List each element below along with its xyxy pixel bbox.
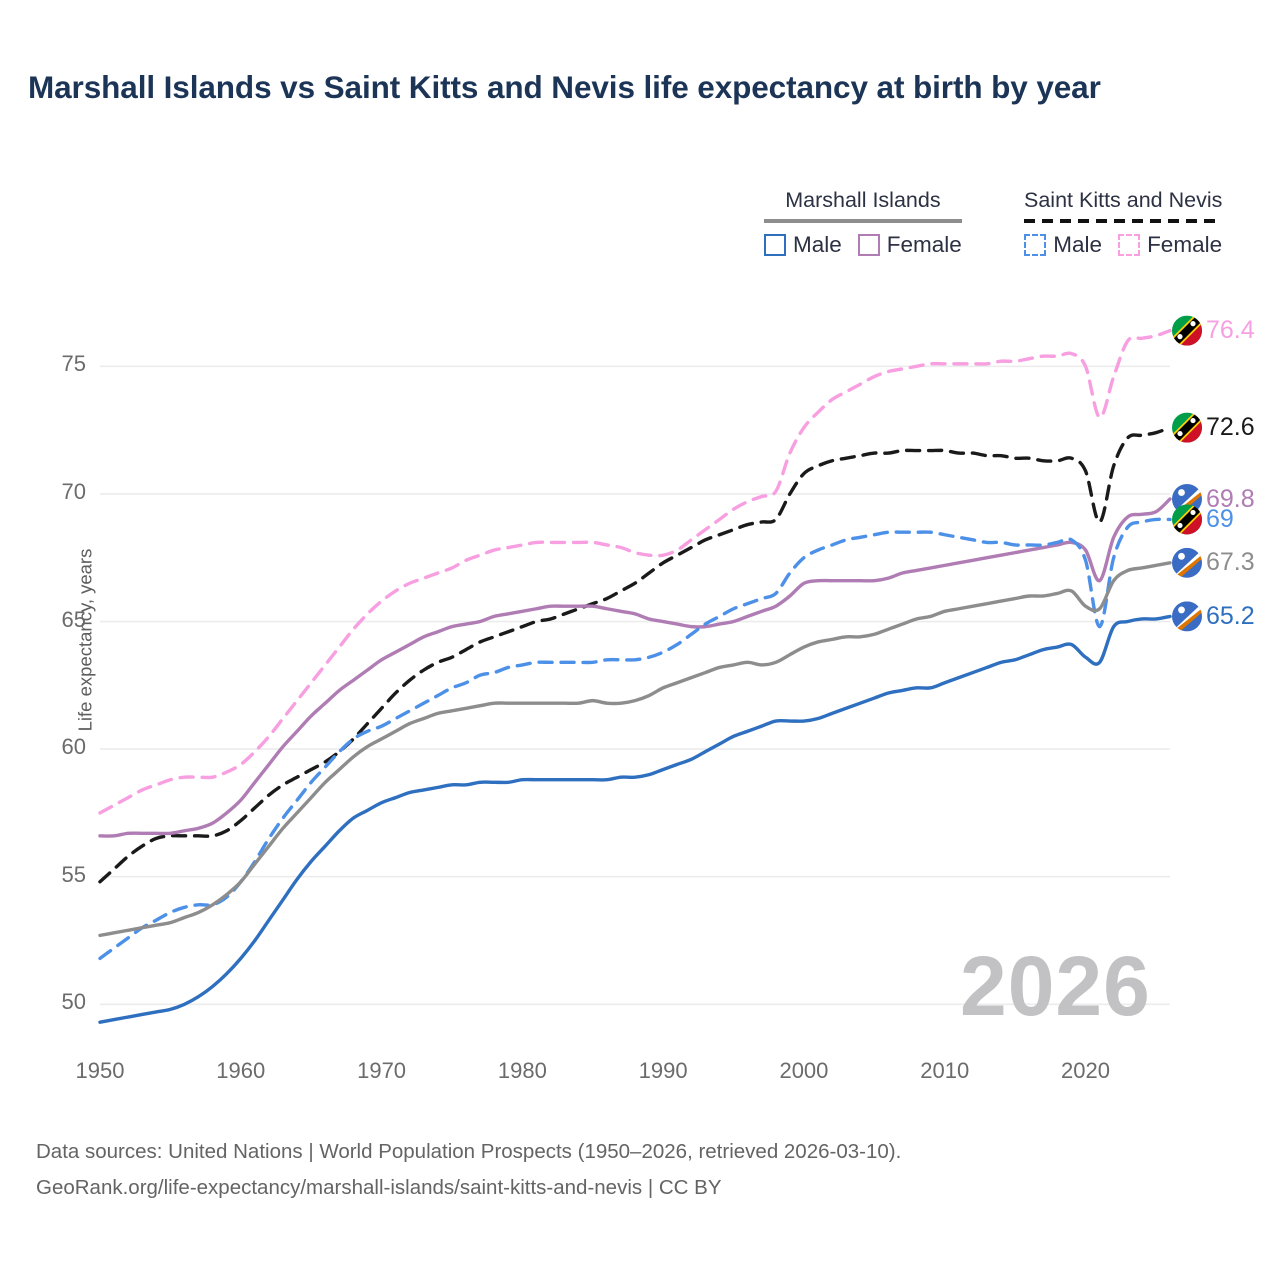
series-line	[98, 425, 1172, 884]
flag-icon-mhl	[1172, 547, 1202, 578]
x-axis-tick-label: 2020	[1061, 1058, 1110, 1083]
end-value-label: 65.2	[1206, 599, 1255, 633]
page-title: Marshall Islands vs Saint Kitts and Nevi…	[28, 69, 1101, 105]
y-axis-tick-label: 65	[61, 606, 86, 632]
end-flag-markers	[1172, 315, 1202, 632]
series-line	[98, 561, 1172, 938]
legend-item-label: Female	[1147, 232, 1223, 257]
legend-item-skn-female[interactable]: Female	[1118, 232, 1222, 258]
end-value-text: 69	[1206, 504, 1234, 533]
y-axis-tick-label: 75	[61, 351, 86, 377]
end-value-text: 72.6	[1206, 413, 1255, 442]
y-axis-tick-label: 60	[61, 734, 86, 760]
x-axis-tick-label: 1970	[357, 1058, 407, 1083]
flag-icon-skn	[1172, 412, 1202, 443]
legend-item-label: Male	[793, 232, 842, 257]
x-axis-tick-label: 2000	[779, 1058, 829, 1083]
x-axis-tick-label: 1960	[216, 1058, 266, 1083]
end-value-label: 69	[1206, 502, 1234, 536]
x-axis-tick-label: 2010	[920, 1058, 970, 1083]
flag-icon-skn	[1172, 504, 1202, 535]
legend-item-label: Male	[1053, 232, 1103, 257]
legend-rule-solid	[764, 219, 962, 223]
end-value-label: 72.6	[1206, 411, 1255, 445]
x-axis-tick-label: 1990	[638, 1058, 688, 1083]
end-value-text: 65.2	[1206, 601, 1255, 630]
series-lines	[98, 328, 1172, 1024]
legend-item-mi-female[interactable]: Female	[857, 232, 962, 258]
year-watermark: 2026	[960, 939, 1151, 1033]
end-value-label: 76.4	[1206, 314, 1255, 348]
legend-swatch-icon	[764, 234, 786, 256]
chart-legend: Marshall Islands Male Female Saint Kitts…	[752, 188, 1262, 270]
legend-swatch-icon	[1118, 234, 1141, 256]
series-line	[98, 614, 1172, 1024]
legend-swatch-icon	[857, 234, 880, 256]
series-line	[98, 517, 1172, 961]
legend-swatch-icon	[1024, 234, 1047, 256]
legend-item-label: Female	[886, 232, 962, 257]
x-axis-tick-label: 1950	[75, 1058, 125, 1083]
y-axis-tick-label: 50	[61, 989, 86, 1015]
flag-icon-mhl	[1172, 601, 1202, 632]
end-value-text: 76.4	[1206, 316, 1255, 345]
legend-group-marshall-islands: Marshall Islands Male Female	[764, 188, 962, 258]
footer-line-1: Data sources: United Nations | World Pop…	[36, 1140, 902, 1163]
x-axis-tick-label: 1980	[497, 1058, 547, 1083]
series-line	[98, 328, 1172, 815]
legend-rule-dashed	[1024, 219, 1223, 223]
y-axis-tick-label: 70	[61, 478, 86, 504]
end-value-text: 69.8	[1206, 484, 1255, 513]
y-axis-label: Life expectancy, years	[74, 548, 96, 732]
footer-line-2: GeoRank.org/life-expectancy/marshall-isl…	[36, 1176, 722, 1200]
legend-item-skn-male[interactable]: Male	[1024, 232, 1102, 258]
end-value-label: 67.3	[1206, 546, 1255, 580]
end-value-text: 67.3	[1206, 548, 1255, 577]
grid-lines	[100, 365, 1170, 1006]
flag-icon-skn	[1172, 315, 1202, 346]
legend-item-mi-male[interactable]: Male	[764, 232, 842, 258]
legend-country-label: Marshall Islands	[785, 188, 941, 212]
end-value-label: 69.8	[1206, 482, 1255, 516]
legend-group-saint-kitts-and-nevis: Saint Kitts and Nevis Male Female	[1024, 188, 1223, 258]
legend-country-label: Saint Kitts and Nevis	[1024, 188, 1223, 212]
footer-sources: Data sources: United Nations | World Pop…	[36, 1134, 1236, 1207]
series-line	[98, 497, 1172, 838]
y-axis-tick-label: 55	[61, 861, 86, 887]
